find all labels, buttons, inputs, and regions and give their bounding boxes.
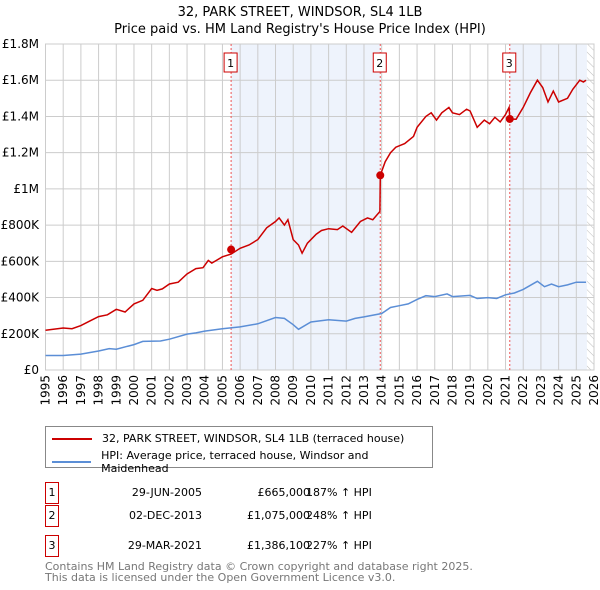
legend: 32, PARK STREET, WINDSOR, SL4 1LB (terra… [45, 426, 433, 475]
x-tick-label: 2023 [534, 375, 548, 406]
x-tick-label: 2021 [499, 375, 513, 406]
x-tick-label: 2017 [428, 375, 442, 406]
y-tick-label: £1.2M [2, 146, 39, 160]
transaction-row: 2 02-DEC-2013 £1,075,000 248% ↑ HPI [45, 505, 445, 527]
x-tick-label: 2014 [375, 375, 389, 406]
x-tick-label: 1999 [109, 375, 123, 406]
price-chart: 1995 1996 1997 1998 1999 2000 2001 2002 2003 2004… [1, 37, 600, 406]
date: 29-MAR-2021 [127, 539, 202, 552]
x-tick-label: 2009 [286, 375, 300, 406]
x-tick-label: 2016 [410, 375, 424, 406]
x-tick-label: 2010 [304, 375, 318, 406]
shaded-range [509, 44, 587, 370]
hpi-pct: 227% ↑ HPI [306, 539, 372, 552]
marker-badge: 2 [45, 505, 59, 527]
x-tick-label: 2003 [180, 375, 194, 406]
hpi-pct: 248% ↑ HPI [306, 509, 372, 522]
legend-item-hpi: HPI: Average price, terraced house, Wind… [52, 449, 432, 475]
footer-copyright: Contains HM Land Registry data © Crown c… [45, 560, 473, 573]
x-tick-label: 2012 [339, 375, 353, 406]
legend-label: HPI: Average price, terraced house, Wind… [101, 449, 369, 475]
x-tick-label: 2022 [516, 375, 530, 406]
plot-border [45, 43, 595, 371]
x-tick-label: 2000 [127, 375, 141, 406]
x-tick-label: 2004 [198, 375, 212, 406]
x-tick-label: 2026 [587, 375, 600, 406]
legend-item-property: 32, PARK STREET, WINDSOR, SL4 1LB (terra… [52, 432, 404, 445]
x-tick-label: 1998 [92, 375, 106, 406]
x-tick-label: 1997 [74, 375, 88, 406]
x-tick-label: 2006 [233, 375, 247, 406]
y-tick-label: £1.6M [2, 73, 39, 87]
y-tick-label: £0 [24, 363, 39, 377]
x-tick-label: 1995 [39, 375, 53, 406]
legend-swatch [52, 461, 92, 463]
x-tick-label: 2005 [215, 375, 229, 406]
forecast-hatch [586, 44, 594, 370]
x-tick-label: 2019 [463, 375, 477, 406]
x-tick-label: 2001 [145, 375, 159, 406]
x-tick-label: 2015 [392, 375, 406, 406]
x-tick-label: 2008 [269, 375, 283, 406]
legend-label: 32, PARK STREET, WINDSOR, SL4 1LB (terra… [102, 432, 405, 445]
sale-point [376, 171, 385, 180]
x-tick-label: 2025 [569, 375, 583, 406]
x-tick-label: 2002 [162, 375, 176, 406]
sale-marker-label: 2 [376, 57, 383, 70]
hpi-line [45, 280, 586, 357]
sale-point [227, 245, 236, 254]
x-tick-label: 1996 [56, 375, 70, 406]
sale-marker-label: 1 [227, 57, 234, 70]
x-tick-label: 2011 [322, 375, 336, 406]
x-tick-label: 2018 [445, 375, 459, 406]
footer-licence: This data is licensed under the Open Gov… [45, 571, 396, 584]
date: 29-JUN-2005 [131, 486, 202, 499]
chart-subtitle: Price paid vs. HM Land Registry's House … [114, 22, 486, 37]
transaction-row: 3 29-MAR-2021 £1,386,100 227% ↑ HPI [45, 535, 445, 557]
legend-swatch [52, 437, 92, 440]
y-tick-label: £1.8M [2, 37, 39, 51]
shaded-range [231, 44, 381, 370]
x-tick-label: 2024 [552, 375, 566, 406]
y-tick-label: £200K [1, 327, 41, 341]
property-line [45, 78, 587, 331]
sale-marker-box [372, 52, 387, 73]
y-tick-label: £1.4M [2, 109, 39, 123]
y-tick-label: £600K [1, 254, 41, 268]
hpi-pct: 187% ↑ HPI [306, 486, 372, 499]
transaction-row: 1 29-JUN-2005 £665,000 187% ↑ HPI [45, 482, 445, 504]
x-tick-label: 2007 [251, 375, 265, 406]
price: £1,075,000 [247, 509, 310, 522]
sale-marker-box [223, 52, 238, 73]
sale-marker-box [502, 52, 517, 73]
y-tick-label: £1M [13, 182, 39, 196]
date: 02-DEC-2013 [128, 509, 202, 522]
y-tick-label: £400K [1, 291, 41, 305]
price: £665,000 [257, 486, 311, 499]
sale-point [505, 114, 514, 123]
y-tick-label: £800K [1, 218, 41, 232]
chart-title: 32, PARK STREET, WINDSOR, SL4 1LB [177, 5, 423, 20]
sale-marker-label: 3 [506, 57, 513, 70]
marker-badge: 3 [45, 535, 59, 557]
x-tick-label: 2020 [481, 375, 495, 406]
x-tick-label: 2013 [357, 375, 371, 406]
price: £1,386,100 [247, 539, 310, 552]
marker-badge: 1 [45, 482, 59, 504]
